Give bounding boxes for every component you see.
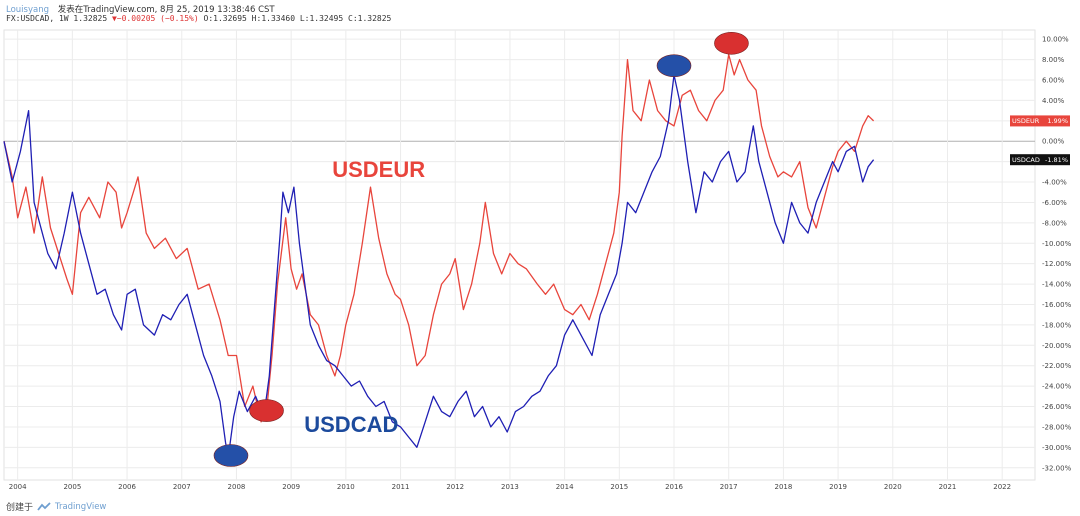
x-tick-label: 2019 (829, 483, 847, 491)
created-with-label: 创建于 (6, 503, 34, 513)
y-tick-label: -24.00% (1042, 383, 1072, 391)
x-tick-label: 2010 (337, 483, 355, 491)
last-value-tag-usdeur (1010, 115, 1070, 127)
y-tick-label: -12.00% (1042, 260, 1072, 268)
y-tick-label: 10.00% (1042, 36, 1069, 44)
y-tick-label: -16.00% (1042, 301, 1072, 309)
series-annotation-usdcad: USDCAD (304, 412, 398, 437)
y-tick-label: -4.00% (1042, 179, 1067, 187)
y-tick-label: 8.00% (1042, 56, 1065, 64)
chart-grid (3, 29, 1036, 481)
x-tick-label: 2018 (774, 483, 792, 491)
symbol-info: FX:USDCAD, 1W 1.32825 (6, 14, 108, 23)
chart-overlays: USDEUR USDCAD USDEUR 1.99% USDCAD -1.81% (213, 31, 1070, 467)
x-tick-label: 2021 (939, 483, 957, 491)
y-tick-label: -6.00% (1042, 199, 1067, 207)
series-line-usdeur (3, 53, 875, 423)
last-value-tag-usdcad (1010, 154, 1070, 166)
y-tick-label: 6.00% (1042, 77, 1065, 85)
tradingview-brand[interactable]: TradingView (55, 501, 107, 512)
x-tick-label: 2013 (501, 483, 519, 491)
x-tick-label: 2011 (392, 483, 410, 491)
y-tick-label: -20.00% (1042, 342, 1072, 350)
series-line-usdcad (3, 74, 875, 459)
author-name[interactable]: Louisyang (6, 5, 49, 15)
chart-header-publish: Louisyang 发表在TradingView.com, 8月 25, 201… (6, 3, 275, 15)
x-tick-label: 2008 (228, 483, 246, 491)
marker-usdeur-low-2008 (249, 399, 284, 422)
chart-header-symbol: FX:USDCAD, 1W 1.32825 ▼−0.00205 (−0.15%)… (6, 14, 391, 23)
chart-series (3, 53, 875, 459)
x-tick-label: 2022 (993, 483, 1011, 491)
y-tick-label: -22.00% (1042, 362, 1072, 370)
tradingview-logo-icon (37, 501, 51, 511)
last-value-symbol-usdcad: USDCAD (1012, 156, 1040, 164)
ohlc-values: O:1.32695 H:1.33460 L:1.32495 C:1.32825 (203, 14, 392, 23)
y-tick-label: -8.00% (1042, 219, 1067, 227)
price-change: ▼−0.00205 (−0.15%) (111, 14, 199, 23)
publish-info: 发表在TradingView.com, 8月 25, 2019 13:38:46… (57, 5, 275, 15)
y-tick-label: -10.00% (1042, 240, 1072, 248)
x-tick-label: 2020 (884, 483, 902, 491)
x-tick-label: 2015 (610, 483, 628, 491)
y-tick-label: -14.00% (1042, 281, 1072, 289)
y-tick-label: -30.00% (1042, 444, 1072, 452)
y-tick-label: -26.00% (1042, 403, 1072, 411)
x-tick-label: 2009 (282, 483, 300, 491)
last-value-symbol-usdeur: USDEUR (1012, 117, 1040, 125)
y-tick-label: -18.00% (1042, 321, 1072, 329)
last-value-number-usdcad: -1.81% (1045, 156, 1068, 164)
y-tick-label: -32.00% (1042, 464, 1072, 472)
y-tick-label: 4.00% (1042, 97, 1065, 105)
x-tick-label: 2004 (9, 483, 27, 491)
y-tick-label: 0.00% (1042, 138, 1065, 146)
plot-frame (3, 29, 1036, 481)
series-annotation-usdeur: USDEUR (332, 157, 425, 182)
x-tick-label: 2007 (173, 483, 191, 491)
x-tick-label: 2012 (446, 483, 464, 491)
chart-footer: 创建于 TradingView (6, 500, 107, 514)
x-tick-label: 2006 (118, 483, 136, 491)
marker-usdcad-low-2007 (213, 444, 249, 467)
y-tick-label: -28.00% (1042, 423, 1072, 431)
x-tick-label: 2014 (556, 483, 574, 491)
marker-usdcad-high-2016 (656, 54, 692, 78)
x-tick-label: 2005 (63, 483, 81, 491)
x-tick-label: 2017 (720, 483, 738, 491)
last-value-number-usdeur: 1.99% (1047, 117, 1068, 125)
marker-usdeur-high-2017 (714, 31, 749, 55)
x-tick-label: 2016 (665, 483, 683, 491)
